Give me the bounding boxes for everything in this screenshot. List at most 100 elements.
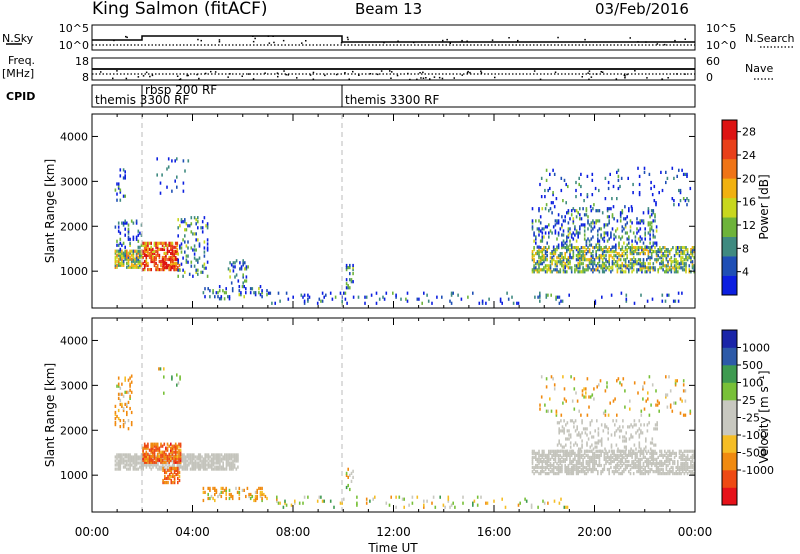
scatter-cell [590, 209, 593, 213]
scatter-cell [143, 456, 146, 460]
scatter-cell [562, 245, 565, 249]
scatter-cell [203, 246, 206, 250]
scatter-cell [656, 399, 659, 403]
scatter-cell [580, 455, 583, 459]
scatter-cell [561, 425, 564, 429]
scatter-cell [672, 246, 674, 250]
scatter-cell [610, 457, 612, 461]
scatter-cell [531, 254, 534, 258]
scatter-cell [564, 241, 566, 245]
scatter-cell [574, 467, 576, 472]
scatter-cell [177, 481, 179, 485]
scatter-cell [211, 467, 213, 471]
scatter-cell [669, 405, 672, 409]
scatter-cell [321, 291, 324, 295]
scatter-cell [209, 496, 211, 501]
scatter-cell [183, 455, 185, 459]
scatter-cell [665, 170, 667, 174]
scatter-cell [665, 268, 668, 272]
scatter-cell [655, 201, 657, 205]
y-tick-label: 1000 [60, 469, 88, 482]
scatter-cell [637, 457, 640, 461]
scatter-cell [235, 457, 238, 461]
scatter-cell [233, 463, 236, 467]
scatter-cell [595, 256, 597, 260]
scatter-cell [550, 293, 552, 297]
cpid-label: CPID [6, 90, 35, 103]
scatter-cell [547, 501, 549, 505]
scatter-cell [688, 268, 691, 272]
scatter-cell [636, 465, 638, 470]
scatter-cell [622, 419, 624, 423]
scatter-cell [190, 222, 193, 226]
scatter-cell [142, 446, 144, 450]
scatter-cell [536, 245, 539, 249]
scatter-cell [168, 472, 171, 477]
scatter-cell [124, 455, 126, 459]
scatter-cell [551, 467, 553, 472]
scatter-cell [624, 258, 627, 262]
scatter-cell [254, 490, 257, 494]
scatter-cell [691, 260, 694, 264]
scatter-cell [685, 465, 687, 470]
scatter-cell [569, 435, 572, 439]
scatter-cell [350, 278, 353, 282]
scatter-cell [566, 457, 568, 461]
scatter-cell [127, 235, 130, 239]
scatter-cell [199, 459, 202, 463]
scatter-cell [681, 470, 684, 474]
scatter-cell [114, 467, 117, 471]
scatter-cell [593, 225, 596, 229]
scatter-cell [478, 301, 481, 305]
scatter-cell [693, 463, 695, 468]
scatter-cell [587, 455, 589, 459]
scatter-cell [616, 463, 619, 468]
scatter-cell [541, 207, 544, 211]
scatter-cell [625, 437, 627, 441]
scatter-cell [579, 248, 581, 252]
scatter-cell [172, 261, 174, 266]
scatter-cell [577, 467, 579, 472]
scatter-cell [604, 197, 607, 201]
scatter-cell [581, 389, 584, 393]
scatter-cell [150, 245, 152, 249]
scatter-cell [582, 262, 584, 266]
scatter-cell [365, 295, 368, 299]
scatter-cell [638, 445, 641, 449]
scatter-cell [143, 266, 146, 270]
scatter-cell [665, 459, 668, 464]
scatter-cell [683, 453, 686, 457]
scatter-cell [542, 499, 544, 503]
scatter-cell [126, 461, 128, 465]
scatter-cell [560, 443, 562, 447]
scatter-cell [652, 457, 655, 461]
scatter-cell [207, 453, 210, 457]
scatter-cell [587, 459, 589, 464]
scatter-cell [573, 425, 575, 429]
scatter-cell [637, 459, 640, 464]
scatter-cell [127, 261, 130, 265]
scatter-cell [567, 227, 570, 231]
scatter-cell [132, 457, 135, 461]
scatter-cell [580, 467, 583, 472]
scatter-cell [641, 246, 643, 250]
scatter-cell [170, 241, 172, 245]
scatter-cell [617, 377, 620, 381]
scatter-cell [204, 295, 206, 299]
scatter-cell [655, 241, 658, 245]
scatter-cell [184, 459, 187, 463]
scatter-cell [135, 249, 138, 253]
scatter-cell [678, 455, 681, 459]
scatter-cell [121, 255, 123, 259]
scatter-cell [546, 270, 548, 274]
scatter-cell [635, 431, 637, 435]
scatter-cell [652, 451, 655, 455]
scatter-cell [126, 463, 128, 467]
scatter-cell [680, 457, 682, 461]
scatter-cell [173, 456, 175, 460]
scatter-cell [581, 421, 583, 425]
scatter-cell [626, 250, 628, 254]
scatter-cell [552, 254, 555, 258]
scatter-cell [233, 465, 236, 469]
scatter-cell [539, 250, 542, 254]
